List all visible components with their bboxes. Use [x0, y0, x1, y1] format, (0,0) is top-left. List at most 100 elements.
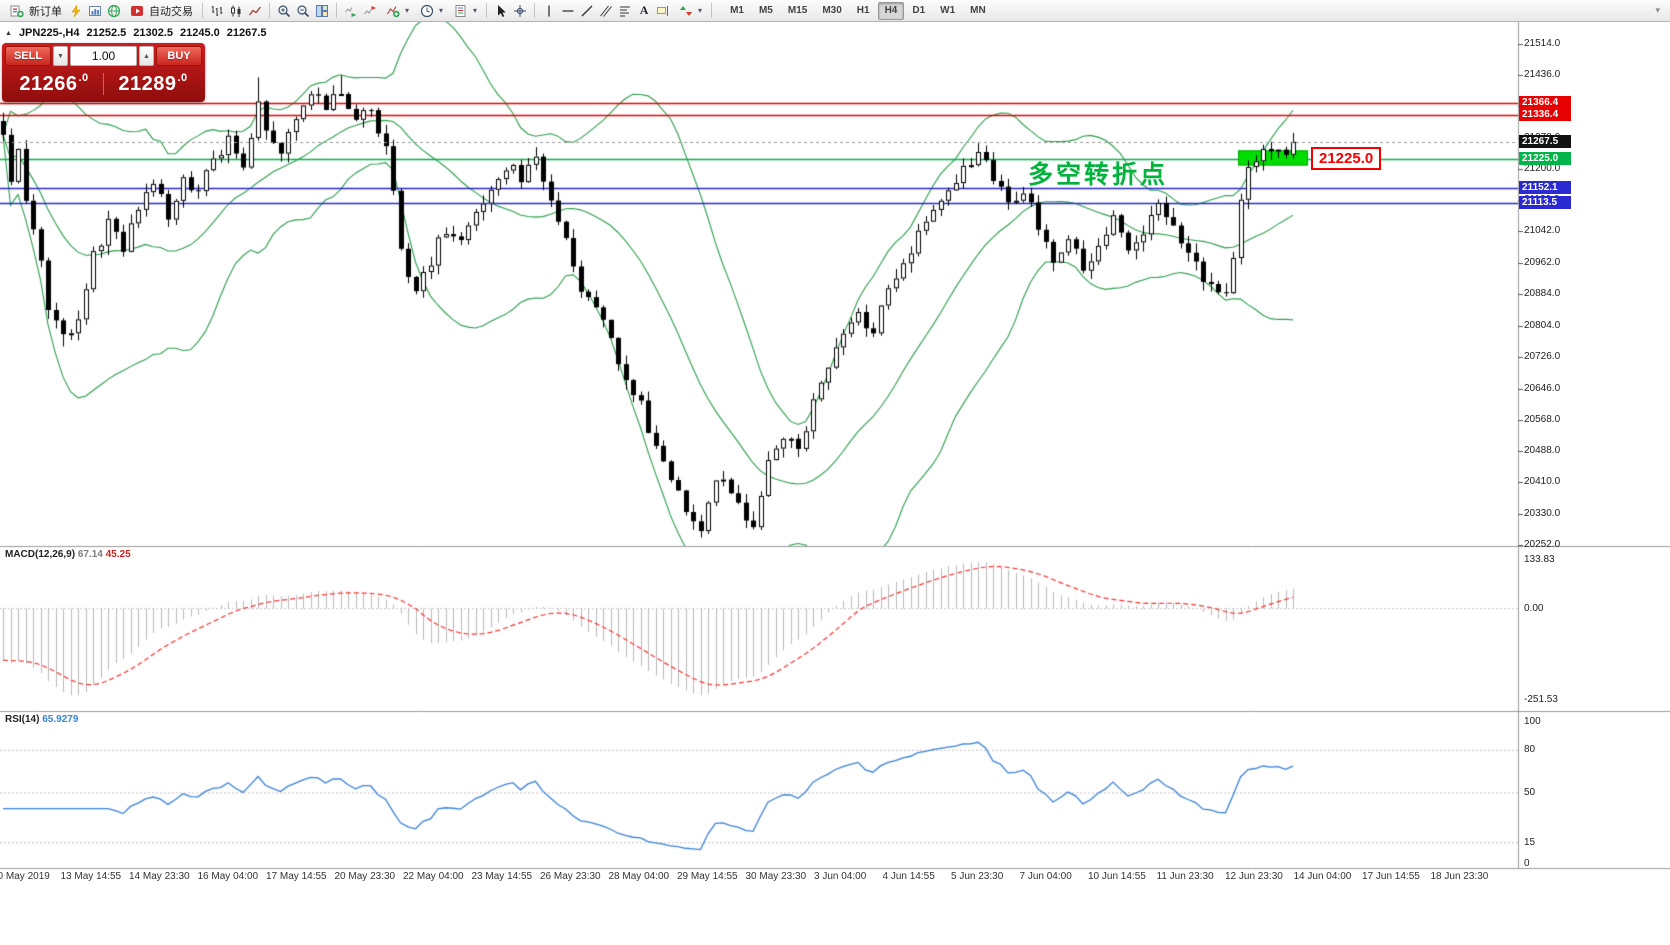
timeframe-mn-button[interactable]: MN [970, 4, 986, 16]
metaeditor-icon[interactable] [67, 2, 85, 19]
macd-signal-value: 45.25 [105, 549, 131, 560]
sell-price[interactable]: 21266.0 [19, 72, 89, 95]
rsi-scale-tick: 100 [1524, 716, 1541, 727]
time-axis-label: 4 Jun 14:55 [882, 871, 935, 882]
sell-button[interactable]: SELL [5, 46, 51, 66]
macd-name: MACD(12,26,9) [5, 549, 76, 560]
highlight-price-tag[interactable]: 21225.0 [1311, 147, 1382, 170]
time-axis-label: 3 Jun 04:00 [814, 871, 867, 882]
zoom-out-icon[interactable] [294, 2, 312, 19]
time-axis-label: 18 Jun 23:30 [1430, 871, 1489, 882]
bar-chart-icon[interactable] [208, 2, 226, 19]
zoom-in-icon[interactable] [275, 2, 293, 19]
chevron-down-icon: ▾ [473, 5, 478, 15]
toolbar-separator [486, 3, 488, 18]
price-level-label[interactable]: 21113.5 [1519, 196, 1571, 210]
time-axis-label: 11 Jun 23:30 [1156, 871, 1214, 882]
price-level-label[interactable]: 21366.4 [1519, 96, 1571, 110]
text-label-icon[interactable] [654, 2, 672, 19]
tile-windows-icon[interactable] [313, 2, 331, 19]
time-axis-label: 10 Jun 14:55 [1088, 871, 1146, 882]
main-toolbar: 新订单 自动交易 ▾ ▾ ▾ A ▾ M1 M5 M15 M30 H1 H4 D1 W1 MN … [0, 0, 1670, 22]
timeframe-m30-button[interactable]: M30 [822, 4, 842, 16]
arrows-button[interactable]: ▾ [673, 1, 706, 20]
timeframe-h1-button[interactable]: H1 [856, 4, 870, 16]
macd-value: 67.14 [77, 549, 103, 560]
auto-trading-label: 自动交易 [149, 5, 193, 18]
time-axis-label: 30 May 23:30 [745, 871, 807, 882]
timeframe-m15-button[interactable]: M15 [787, 4, 808, 16]
price-level-label[interactable]: 21336.4 [1519, 108, 1571, 121]
chart-canvas[interactable] [0, 22, 1670, 945]
buy-button[interactable]: BUY [156, 46, 202, 66]
arrows-icon [677, 2, 695, 19]
timeframe-d1-button[interactable]: D1 [912, 4, 926, 16]
time-axis-label: 26 May 23:30 [540, 871, 601, 882]
auto-scroll-icon[interactable] [342, 2, 360, 19]
toolbar-overflow-icon[interactable]: ▾ [1655, 5, 1660, 15]
new-order-button[interactable]: 新订单 [4, 1, 66, 20]
timeframe-m5-button[interactable]: M5 [758, 4, 773, 16]
fibonacci-icon[interactable] [616, 2, 634, 19]
turning-point-annotation[interactable]: 多空转折点 [1028, 161, 1169, 189]
line-chart-icon[interactable] [246, 2, 264, 19]
globe-icon[interactable] [105, 2, 123, 19]
time-axis-label: 12 Jun 23:30 [1225, 871, 1283, 882]
price-scale-tick: 20330.0 [1524, 508, 1561, 520]
time-axis-label: 10 May 2019 [0, 871, 50, 882]
channel-icon[interactable] [597, 2, 615, 19]
macd-label: MACD(12,26,9) 67.14 45.25 [3, 549, 133, 560]
price-level-label[interactable]: 21225.0 [1519, 152, 1571, 166]
price-level-label[interactable]: 21152.1 [1519, 181, 1571, 195]
price-scale-tick: 20884.0 [1524, 288, 1561, 300]
auto-trading-button[interactable]: 自动交易 [124, 1, 197, 20]
timeframe-h4-button[interactable]: H4 [877, 1, 905, 20]
periods-button[interactable]: ▾ [414, 1, 447, 20]
ohlc-high: 21302.5 [133, 27, 174, 39]
timeframe-w1-button[interactable]: W1 [940, 4, 956, 16]
rsi-scale-tick: 15 [1524, 836, 1536, 848]
price-divider [103, 73, 104, 95]
macd-scale-tick: 0.00 [1524, 602, 1544, 614]
cursor-icon[interactable] [492, 2, 510, 19]
vertical-line-icon[interactable] [540, 2, 558, 19]
volume-decrease-button[interactable]: ▼ [53, 46, 68, 66]
one-click-collapse-icon[interactable]: ▲ [5, 29, 12, 37]
price-scale-tick: 20646.0 [1524, 382, 1561, 394]
data-window-icon[interactable] [86, 2, 104, 19]
rsi-scale-tick: 80 [1524, 744, 1536, 756]
text-tool-icon[interactable]: A [639, 3, 649, 17]
time-axis-label: 17 May 14:55 [266, 871, 327, 882]
indicators-icon [384, 2, 402, 19]
macd-scale-tick: 133.83 [1524, 554, 1555, 565]
timeframe-toolbar: M1 M5 M15 M30 H1 H4 D1 W1 MN [723, 1, 993, 20]
time-axis-label: 22 May 04:00 [403, 871, 464, 882]
rsi-name: RSI(14) [5, 714, 40, 725]
time-axis-label: 7 Jun 04:00 [1019, 871, 1072, 882]
buy-price[interactable]: 21289.0 [118, 72, 188, 95]
chart-shift-icon[interactable] [361, 2, 379, 19]
new-order-icon [8, 2, 26, 19]
trendline-icon[interactable] [578, 2, 596, 19]
crosshair-icon[interactable] [511, 2, 529, 19]
candlestick-chart-icon[interactable] [227, 2, 245, 19]
toolbar-separator [534, 3, 536, 18]
clock-icon [418, 2, 436, 19]
ohlc-open: 21252.5 [86, 27, 127, 39]
price-scale-tick: 20410.0 [1524, 476, 1561, 488]
time-axis-label: 20 May 23:30 [334, 871, 396, 882]
chevron-down-icon: ▾ [405, 5, 410, 15]
horizontal-line-icon[interactable] [559, 2, 577, 19]
indicators-button[interactable]: ▾ [380, 1, 413, 20]
volume-input[interactable]: 1.00 [70, 46, 137, 66]
volume-increase-button[interactable]: ▲ [139, 46, 154, 66]
chevron-down-icon: ▾ [439, 5, 444, 15]
price-scale-tick: 20568.0 [1524, 413, 1561, 425]
price-scale-tick: 21042.0 [1524, 225, 1561, 237]
timeframe-m1-button[interactable]: M1 [730, 4, 744, 16]
templates-button[interactable]: ▾ [448, 1, 481, 20]
rsi-label: RSI(14) 65.9279 [3, 714, 81, 725]
price-scale-tick: 21514.0 [1524, 38, 1561, 49]
price-scale-tick: 20252.0 [1524, 539, 1561, 550]
